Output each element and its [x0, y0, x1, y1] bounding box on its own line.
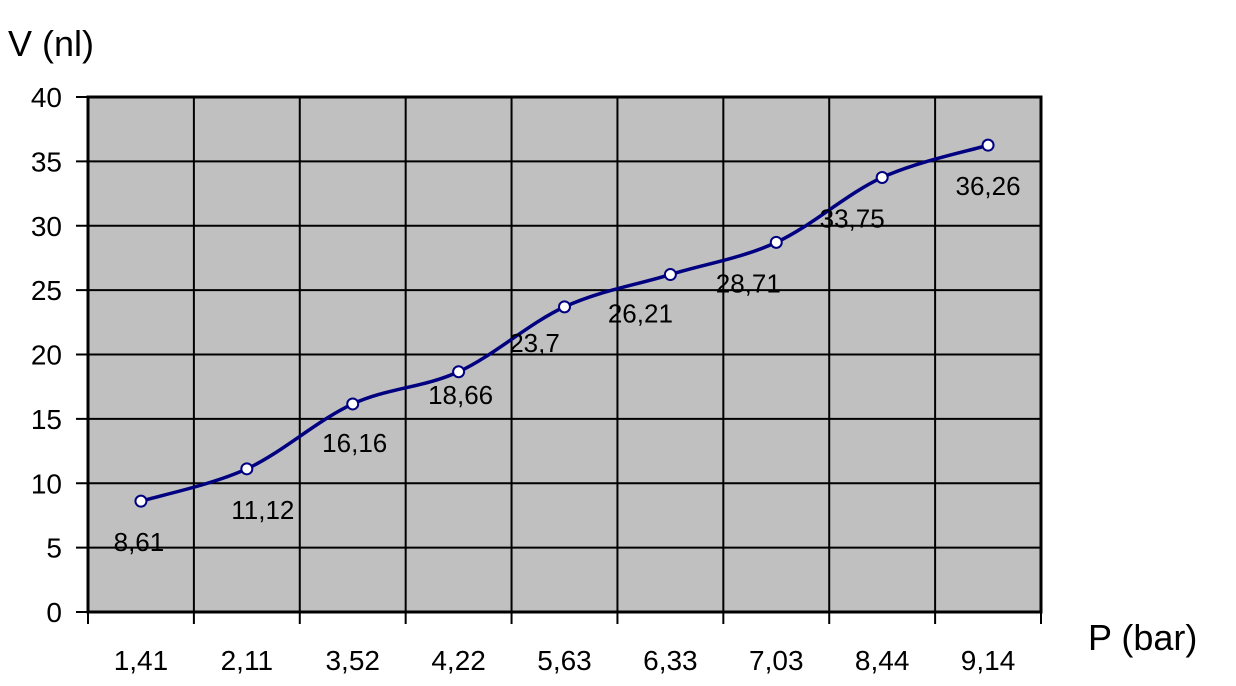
x-tick-label: 7,03: [749, 645, 804, 676]
data-point: [558, 300, 571, 314]
x-tick-label: 3,52: [325, 645, 380, 676]
x-tick-label: 5,63: [537, 645, 592, 676]
grid: [88, 97, 1041, 612]
y-tick-label: 40: [31, 82, 62, 113]
x-tick-label: 4,22: [431, 645, 486, 676]
y-tick-label: 30: [31, 211, 62, 242]
data-label: 11,12: [231, 495, 294, 525]
x-tick-label: 1,41: [114, 645, 169, 676]
y-tick-label: 15: [31, 404, 62, 435]
data-label: 8,61: [114, 527, 165, 557]
y-tick-label: 10: [31, 468, 62, 499]
x-axis: 1,41 2,11 3,52 4,22 5,63 6,33 7,03 8,44 9,14: [87, 612, 1042, 676]
data-label: 33,75: [820, 203, 885, 233]
y-axis-title: V (nl): [8, 23, 94, 64]
x-tick-label: 8,44: [855, 645, 910, 676]
data-point: [134, 494, 148, 508]
data-point: [663, 268, 677, 282]
data-point: [346, 397, 360, 411]
data-label: 23,7: [509, 328, 560, 358]
data-point: [240, 462, 254, 476]
data-label: 26,21: [608, 299, 673, 329]
y-tick-label: 35: [31, 146, 62, 177]
data-label: 28,71: [716, 268, 781, 298]
data-label: 16,16: [322, 428, 387, 458]
y-axis: 0 5 10 15 20 25 30 35 40: [31, 82, 88, 628]
x-tick-label: 6,33: [643, 645, 698, 676]
y-tick-label: 25: [31, 275, 62, 306]
data-point: [981, 138, 995, 152]
y-tick-label: 0: [46, 597, 62, 628]
data-point: [769, 235, 783, 249]
data-point: [875, 170, 889, 184]
x-tick-label: 2,11: [221, 645, 273, 676]
data-label: 36,26: [956, 171, 1021, 201]
y-tick-label: 20: [31, 340, 62, 371]
x-axis-title: P (bar): [1088, 617, 1197, 658]
data-label: 18,66: [428, 380, 493, 410]
x-tick-label: 9,14: [961, 645, 1016, 676]
data-point: [452, 365, 466, 379]
data-labels: 8,61 11,12 16,16 18,66 23,7 26,21 28,71 33,75 36…: [114, 171, 1021, 557]
y-tick-label: 5: [46, 533, 62, 564]
series: [134, 138, 995, 508]
